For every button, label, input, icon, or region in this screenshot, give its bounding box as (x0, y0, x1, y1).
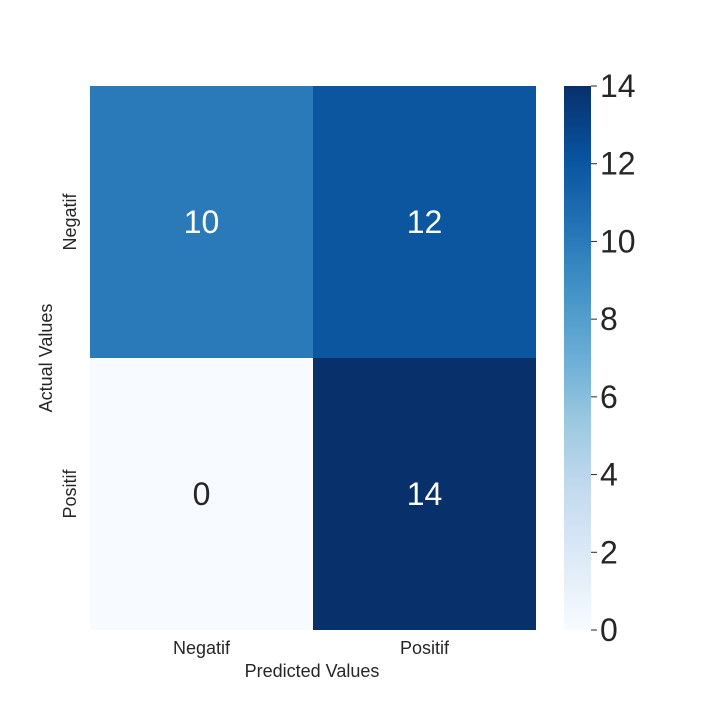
x-tick-labels: Negatif Positif (173, 638, 450, 658)
cell-value-label-0-1: 12 (407, 204, 443, 240)
colorbar-tick-label: 10 (600, 223, 636, 259)
y-tick-label: Negatif (60, 192, 80, 250)
colorbar-tick-label: 14 (600, 68, 636, 104)
heatmap-cells (90, 86, 536, 630)
x-tick-label: Positif (400, 638, 450, 658)
heatmap-cell-1-0 (90, 358, 313, 630)
heatmap-cell-0-1 (313, 86, 536, 358)
colorbar-tick-label: 8 (600, 301, 618, 337)
x-axis-label: Predicted Values (245, 661, 380, 681)
cell-value-label-1-1: 14 (407, 476, 443, 512)
colorbar-tick-label: 2 (600, 534, 618, 570)
colorbar-tick-label: 12 (600, 146, 636, 182)
cell-value-label-0-0: 10 (184, 204, 220, 240)
x-tick-label: Negatif (173, 638, 231, 658)
colorbar-tick-label: 6 (600, 379, 618, 415)
colorbar (564, 86, 591, 630)
y-axis-label: Actual Values (36, 304, 56, 413)
cell-value-label-1-0: 0 (193, 476, 211, 512)
heatmap-cell-1-1 (313, 358, 536, 630)
colorbar-ticks: 0 2 4 6 8 10 12 14 (591, 68, 636, 648)
y-tick-labels: Negatif Positif (60, 192, 80, 518)
cell-labels: 10 12 0 14 (184, 204, 443, 512)
colorbar-tick-label: 0 (600, 612, 618, 648)
colorbar-tick-label: 4 (600, 457, 618, 493)
y-tick-label: Positif (60, 469, 80, 519)
heatmap-cell-0-0 (90, 86, 313, 358)
